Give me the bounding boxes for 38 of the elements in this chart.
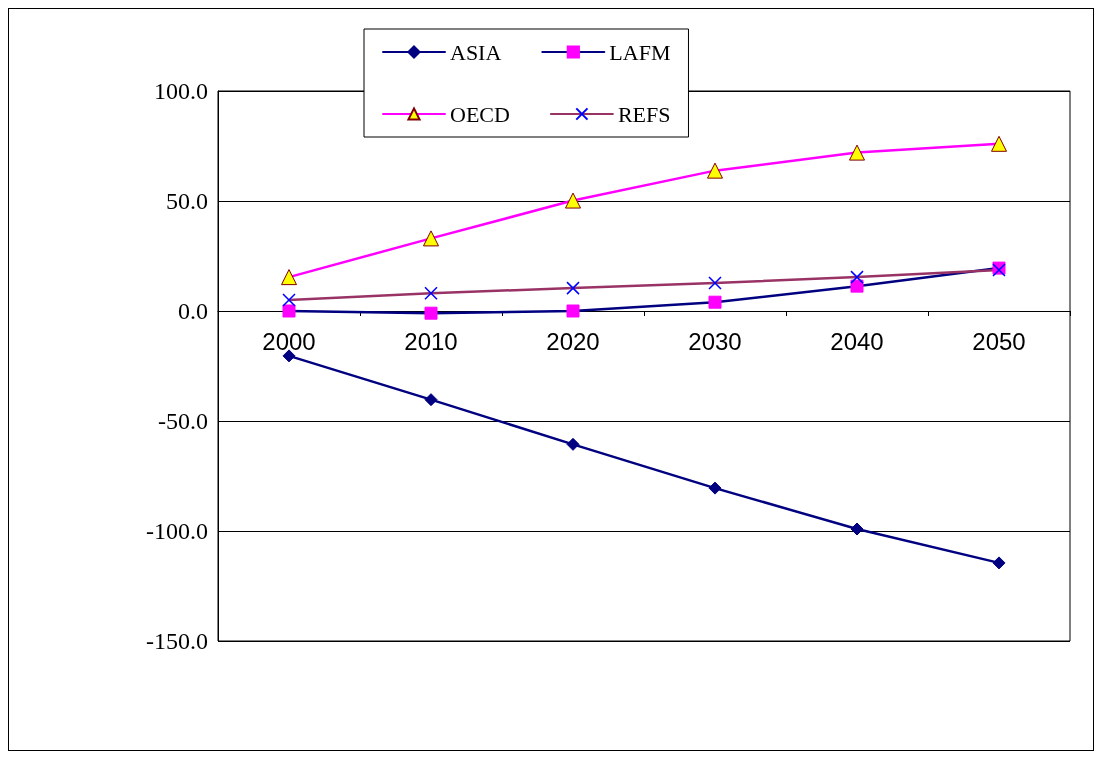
point [282, 304, 296, 318]
point [850, 270, 864, 284]
point [566, 437, 580, 451]
point [424, 306, 438, 320]
x-tick-label: 2040 [830, 327, 884, 355]
y-tick-label: 50.0 [166, 188, 208, 214]
x-tick-label: 2050 [972, 327, 1026, 355]
point [281, 269, 297, 286]
point [566, 281, 580, 295]
point [991, 135, 1007, 152]
x-tick-label: 2030 [688, 327, 742, 355]
point [992, 556, 1006, 570]
point [566, 304, 580, 318]
point [282, 293, 296, 307]
x-tick-label: 2000 [262, 327, 316, 355]
y-tick-label: 0.0 [178, 298, 208, 324]
point [850, 522, 864, 536]
y-tick-label: -150.0 [146, 628, 208, 654]
point [850, 279, 864, 293]
point [707, 162, 723, 179]
legend-label: LAFM [609, 39, 671, 65]
point [708, 276, 722, 290]
y-tick-label: -50.0 [158, 408, 208, 434]
point [708, 481, 722, 495]
legend-label: ASIA [450, 39, 502, 65]
point [424, 393, 438, 407]
point [424, 286, 438, 300]
point [282, 349, 296, 363]
y-tick-label: -100.0 [146, 518, 208, 544]
point [423, 230, 439, 247]
legend-label: OECD [450, 101, 510, 127]
point [565, 192, 581, 209]
x-tick-label: 2020 [546, 327, 600, 355]
point [708, 295, 722, 309]
y-tick-label: 100.0 [154, 78, 208, 104]
x-tick-label: 2010 [404, 327, 458, 355]
legend-label: REFS [617, 101, 671, 127]
point [849, 144, 865, 161]
